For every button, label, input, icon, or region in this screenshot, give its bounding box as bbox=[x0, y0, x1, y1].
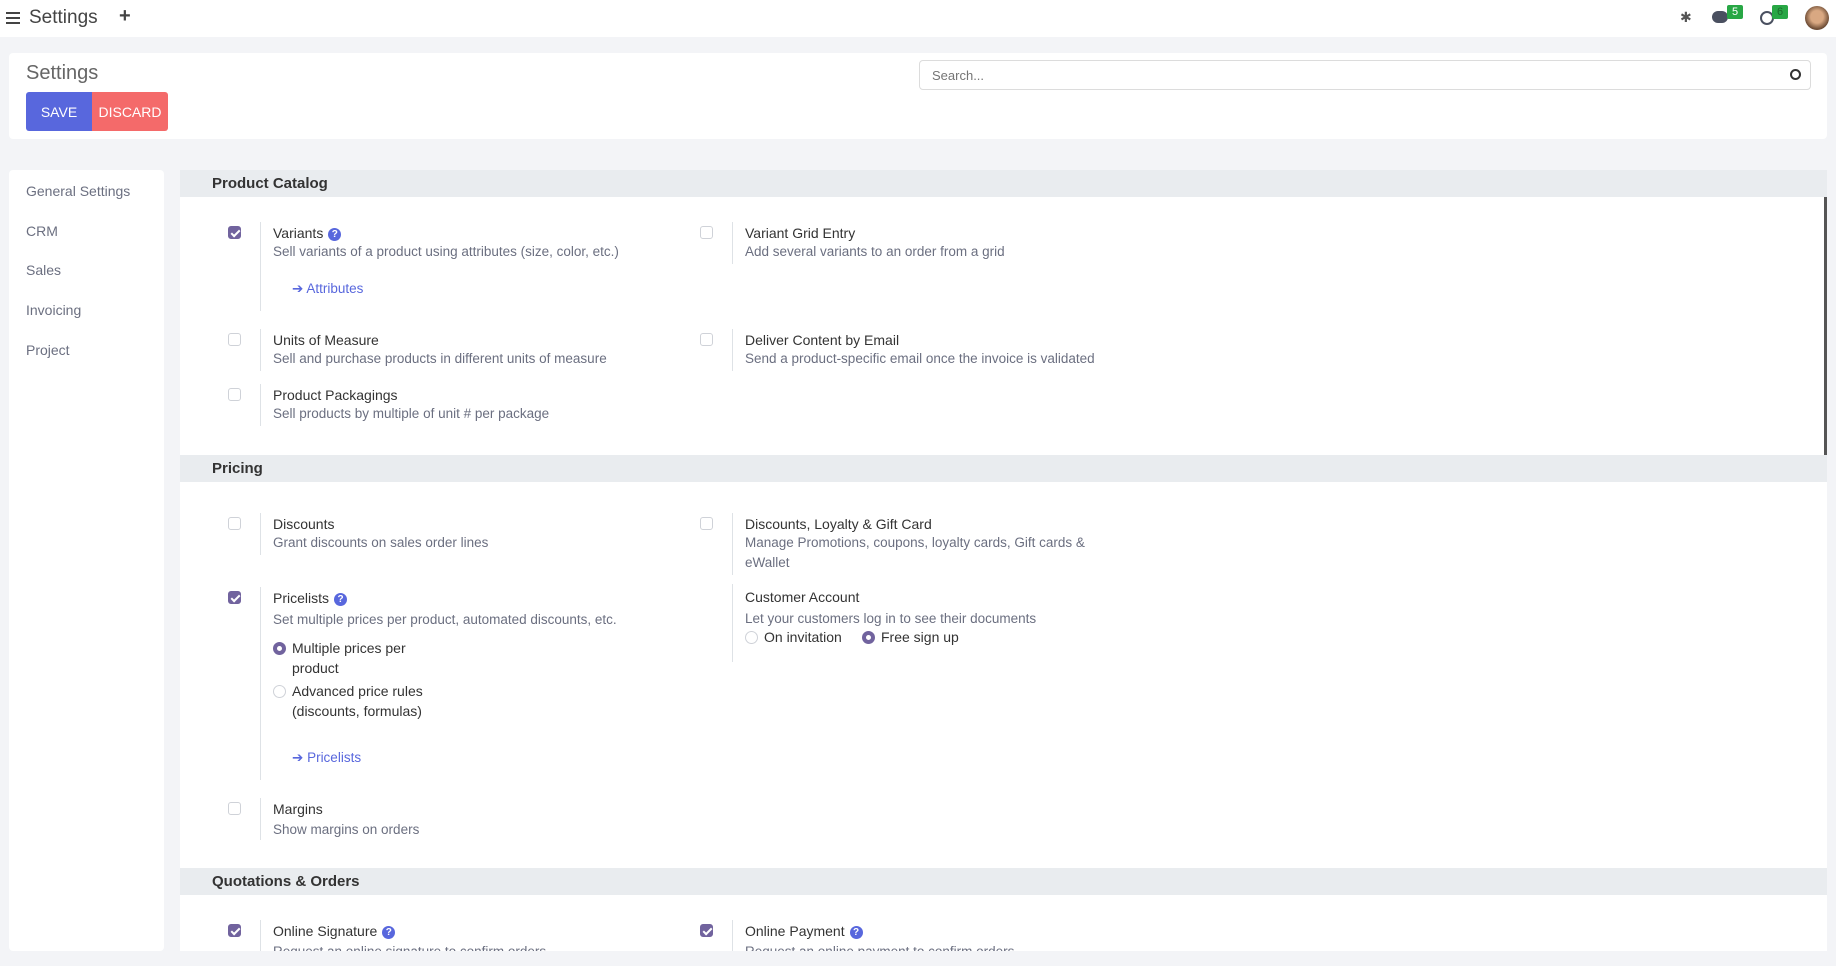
discounts-checkbox[interactable] bbox=[228, 517, 241, 530]
radio-free-signup-label[interactable]: Free sign up bbox=[881, 629, 959, 645]
customer-account-label: Customer Account bbox=[745, 589, 860, 605]
discounts-label: Discounts bbox=[273, 516, 335, 532]
divider bbox=[260, 587, 261, 780]
section-pricing: Pricing bbox=[180, 455, 1827, 482]
sidebar-item-general-settings[interactable]: General Settings bbox=[26, 183, 131, 199]
pricelists-desc: Set multiple prices per product, automat… bbox=[273, 612, 617, 627]
divider bbox=[732, 513, 733, 575]
deliver-email-checkbox[interactable] bbox=[700, 333, 713, 346]
packagings-label: Product Packagings bbox=[273, 387, 398, 403]
discounts-desc: Grant discounts on sales order lines bbox=[273, 535, 489, 550]
control-panel: Settings SAVE DISCARD bbox=[9, 53, 1827, 139]
radio-on-invitation[interactable] bbox=[745, 631, 758, 644]
uom-checkbox[interactable] bbox=[228, 333, 241, 346]
radio-advanced-rules-label[interactable]: Advanced price rules (discounts, formula… bbox=[292, 683, 423, 719]
pricelists-link-text[interactable]: Pricelists bbox=[307, 750, 362, 765]
loyalty-checkbox[interactable] bbox=[700, 517, 713, 530]
online-signature-desc: Request an online signature to confirm o… bbox=[273, 942, 546, 951]
pricelists-label-text: Pricelists bbox=[273, 590, 330, 606]
online-payment-desc: Request an online payment to confirm ord… bbox=[745, 942, 1014, 951]
divider bbox=[732, 329, 733, 371]
radio-advanced-rules[interactable] bbox=[273, 685, 286, 698]
online-signature-label: Online Signature? bbox=[273, 923, 396, 939]
divider bbox=[732, 222, 733, 264]
discard-button[interactable]: DISCARD bbox=[92, 92, 168, 131]
divider bbox=[260, 222, 261, 311]
settings-content: Product Catalog Variants? Sell variants … bbox=[180, 170, 1827, 951]
sidebar-item-crm[interactable]: CRM bbox=[26, 223, 58, 239]
uom-label: Units of Measure bbox=[273, 332, 379, 348]
uom-desc: Sell and purchase products in different … bbox=[273, 351, 607, 366]
divider bbox=[260, 798, 261, 840]
sidebar-item-sales[interactable]: Sales bbox=[26, 262, 62, 278]
settings-sidebar: General Settings CRM Sales Invoicing Pro… bbox=[9, 170, 164, 951]
online-signature-checkbox[interactable] bbox=[228, 924, 241, 937]
divider bbox=[260, 329, 261, 371]
variant-grid-checkbox[interactable] bbox=[700, 226, 713, 239]
top-bar: Settings + ✱ 5 6 bbox=[0, 0, 1836, 37]
online-payment-label-text: Online Payment bbox=[745, 923, 845, 939]
help-icon[interactable]: ? bbox=[334, 593, 348, 606]
loyalty-desc: Manage Promotions, coupons, loyalty card… bbox=[745, 535, 1085, 570]
help-icon[interactable]: ? bbox=[849, 926, 863, 939]
app-title: Settings bbox=[29, 7, 98, 28]
section-product-catalog: Product Catalog bbox=[180, 170, 1827, 197]
variant-grid-desc: Add several variants to an order from a … bbox=[745, 244, 1005, 259]
arrow-right-icon: ➔ bbox=[292, 281, 307, 296]
packagings-desc: Sell products by multiple of unit # per … bbox=[273, 406, 550, 421]
divider bbox=[732, 920, 733, 951]
variants-label-text: Variants bbox=[273, 225, 324, 241]
packagings-checkbox[interactable] bbox=[228, 388, 241, 401]
radio-free-signup[interactable] bbox=[862, 631, 875, 644]
variants-label: Variants? bbox=[273, 225, 342, 241]
online-payment-label: Online Payment? bbox=[745, 923, 863, 939]
pricelists-checkbox[interactable] bbox=[228, 591, 241, 604]
activities-badge: 6 bbox=[1772, 5, 1789, 19]
search-icon[interactable] bbox=[1790, 69, 1801, 80]
variants-checkbox[interactable] bbox=[228, 226, 241, 239]
messages-badge: 5 bbox=[1727, 5, 1744, 19]
sidebar-item-invoicing[interactable]: Invoicing bbox=[26, 302, 82, 318]
pricelists-link[interactable]: ➔ Pricelists bbox=[292, 750, 361, 766]
divider bbox=[260, 513, 261, 555]
plus-icon[interactable]: + bbox=[119, 5, 131, 27]
customer-account-desc: Let your customers log in to see their d… bbox=[745, 611, 1037, 626]
pricelists-label: Pricelists? bbox=[273, 590, 348, 606]
hamburger-icon[interactable] bbox=[6, 12, 20, 24]
radio-multiple-prices-label[interactable]: Multiple prices per product bbox=[292, 640, 406, 676]
arrow-right-icon: ➔ bbox=[292, 750, 308, 765]
radio-on-invitation-label[interactable]: On invitation bbox=[764, 629, 842, 645]
deliver-email-label: Deliver Content by Email bbox=[745, 332, 900, 348]
deliver-email-desc: Send a product-specific email once the i… bbox=[745, 351, 1095, 366]
messages-icon[interactable] bbox=[1712, 11, 1728, 23]
radio-multiple-prices[interactable] bbox=[273, 642, 286, 655]
page-title: Settings bbox=[26, 62, 99, 84]
attributes-link-text[interactable]: Attributes bbox=[306, 281, 364, 296]
attributes-link[interactable]: ➔ Attributes bbox=[292, 281, 363, 297]
variant-grid-label: Variant Grid Entry bbox=[745, 225, 856, 241]
divider bbox=[732, 584, 733, 662]
variants-desc: Sell variants of a product using attribu… bbox=[273, 244, 619, 259]
margins-desc: Show margins on orders bbox=[273, 822, 420, 837]
divider bbox=[260, 920, 261, 951]
divider bbox=[260, 384, 261, 426]
save-button[interactable]: SAVE bbox=[26, 92, 92, 131]
margins-checkbox[interactable] bbox=[228, 802, 241, 815]
online-payment-checkbox[interactable] bbox=[700, 924, 713, 937]
bug-icon[interactable]: ✱ bbox=[1680, 9, 1692, 25]
online-signature-label-text: Online Signature bbox=[273, 923, 378, 939]
margins-label: Margins bbox=[273, 801, 323, 817]
avatar[interactable] bbox=[1805, 6, 1829, 30]
loyalty-label: Discounts, Loyalty & Gift Card bbox=[745, 516, 932, 532]
help-icon[interactable]: ? bbox=[328, 228, 342, 241]
sidebar-item-project[interactable]: Project bbox=[26, 342, 70, 358]
search-input[interactable] bbox=[919, 60, 1811, 90]
section-quotations-orders: Quotations & Orders bbox=[180, 868, 1827, 895]
scrollbar[interactable] bbox=[1824, 170, 1827, 481]
help-icon[interactable]: ? bbox=[382, 926, 396, 939]
